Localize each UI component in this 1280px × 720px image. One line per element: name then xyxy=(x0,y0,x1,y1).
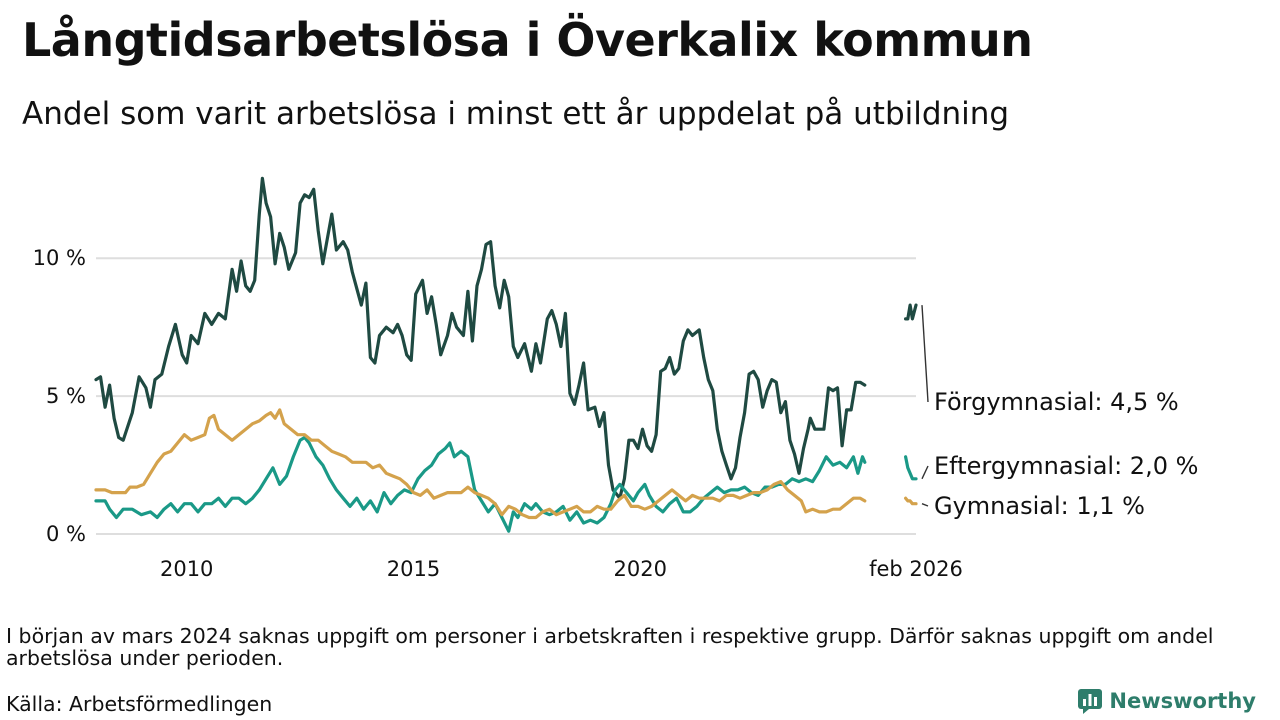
x-tick-label: 2015 xyxy=(387,557,440,581)
newsworthy-logo-icon xyxy=(1078,689,1103,714)
chart-title: Långtidsarbetslösa i Överkalix kommun xyxy=(22,13,1033,67)
y-tick-label: 0 % xyxy=(46,522,86,546)
series-layer xyxy=(94,176,918,533)
series-line-gymnasial xyxy=(94,408,918,520)
end-label-förgymnasial: Förgymnasial: 4,5 % xyxy=(934,388,1179,416)
end-label-connector xyxy=(921,465,929,480)
series-line-eftergymnasial xyxy=(94,435,918,533)
end-label-gymnasial: Gymnasial: 1,1 % xyxy=(934,492,1145,520)
end-label-layer: Förgymnasial: 4,5 % Eftergymnasial: 2,0 %… xyxy=(921,305,1198,520)
source-text: Källa: Arbetsförmedlingen xyxy=(6,692,273,716)
end-label-connector xyxy=(921,305,929,403)
series-line-förgymnasial xyxy=(94,176,918,500)
x-tick-label: 2020 xyxy=(614,557,667,581)
axis-layer: 0 % 5 % 10 % 2010 2015 2020 feb 2026 xyxy=(33,246,963,581)
chart-subtitle: Andel som varit arbetslösa i minst ett å… xyxy=(22,96,1010,132)
brand-name: Newsworthy xyxy=(1109,689,1256,713)
end-label-eftergymnasial: Eftergymnasial: 2,0 % xyxy=(934,452,1198,480)
line-chart: 0 % 5 % 10 % 2010 2015 2020 feb 2026 Förgymnas… xyxy=(33,176,1198,581)
x-tick-label: feb 2026 xyxy=(869,557,963,581)
y-tick-label: 5 % xyxy=(46,384,86,408)
end-label-connector xyxy=(921,503,929,507)
y-tick-label: 10 % xyxy=(33,246,86,270)
brand-logo: Newsworthy xyxy=(1077,688,1256,714)
footnote: I början av mars 2024 saknas uppgift om … xyxy=(6,624,1214,670)
x-tick-label: 2010 xyxy=(160,557,213,581)
